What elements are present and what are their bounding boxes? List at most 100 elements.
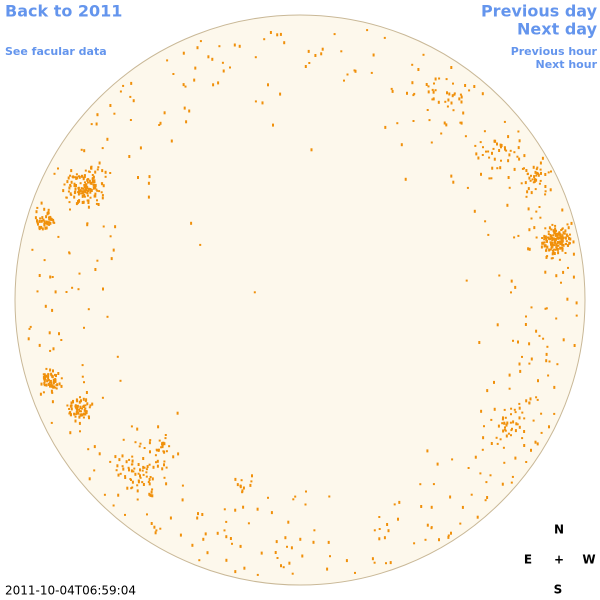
facula [569,237,572,241]
facula [564,236,567,239]
next-day-link[interactable]: Next day [517,20,598,39]
facula [497,424,500,428]
facula [481,92,484,96]
facula [568,236,570,240]
facula [165,466,168,469]
facula [163,476,166,479]
facula [83,184,86,186]
facula [254,56,257,59]
facula [504,426,506,429]
facula [434,77,437,81]
facula [534,170,537,174]
facula [504,147,506,151]
facula [550,257,553,260]
facula [468,89,471,92]
facula [553,229,556,233]
compass-east: E [524,553,532,567]
facular-link[interactable]: See facular data [5,45,107,58]
facula [46,222,49,226]
facula [201,513,204,516]
facula [82,178,85,181]
facula [156,459,159,463]
facula [40,225,43,229]
facula [465,279,468,282]
facula [503,421,506,425]
facula [132,470,135,473]
facula [470,493,473,496]
facula [431,88,434,91]
facula [542,337,545,340]
facula [307,49,310,53]
facula [509,421,512,424]
facula [491,151,493,155]
facula [71,286,74,289]
facula [73,412,76,415]
facula [112,504,115,507]
facula [29,325,32,328]
facula [535,178,538,182]
facula [525,195,528,198]
facula [57,372,60,375]
facula [114,225,117,229]
facula [533,226,536,230]
facula [510,279,513,283]
facula [301,554,304,558]
back-link[interactable]: Back to 2011 [5,2,122,21]
facula [114,455,117,459]
facula [551,252,554,256]
next-hour-link[interactable]: Next hour [536,58,598,71]
facula [93,184,96,188]
facula [513,167,516,171]
facula [190,221,193,225]
facula [148,175,151,179]
facula [52,378,55,382]
facular-dots [27,29,578,576]
facula [547,374,550,377]
facula [52,220,55,224]
facula [492,147,495,150]
facula [498,274,501,277]
facula [559,236,562,240]
facula [106,137,109,141]
facula [559,242,562,246]
facula [509,149,512,152]
facula [533,180,536,183]
facula [73,185,76,187]
facula [516,155,519,158]
facula [560,238,563,242]
facula [95,202,98,205]
facula [148,463,151,466]
facula [496,167,499,170]
facula [176,411,179,415]
facula [558,241,560,244]
facula [480,409,483,413]
facula [354,571,356,574]
facula [84,407,87,410]
facula [518,425,521,429]
previous-hour-link[interactable]: Previous hour [511,45,598,58]
facula [340,50,343,53]
facula [239,485,242,489]
facula [510,291,512,294]
facula [96,199,98,202]
facula [518,362,521,366]
facula [568,241,571,245]
facula [117,493,120,497]
facula [81,364,84,367]
facula [211,57,214,61]
facula [96,168,99,171]
facula [101,147,104,150]
facula [69,431,72,435]
previous-day-link[interactable]: Previous day [481,2,598,21]
facula [565,240,568,243]
facula [256,573,259,576]
facula [198,559,201,562]
facula [137,463,140,466]
facula [326,567,329,571]
facula [417,68,420,71]
facula [547,233,550,236]
facula [484,220,487,223]
facula [572,240,575,244]
facula [524,323,527,326]
facula [500,144,503,147]
